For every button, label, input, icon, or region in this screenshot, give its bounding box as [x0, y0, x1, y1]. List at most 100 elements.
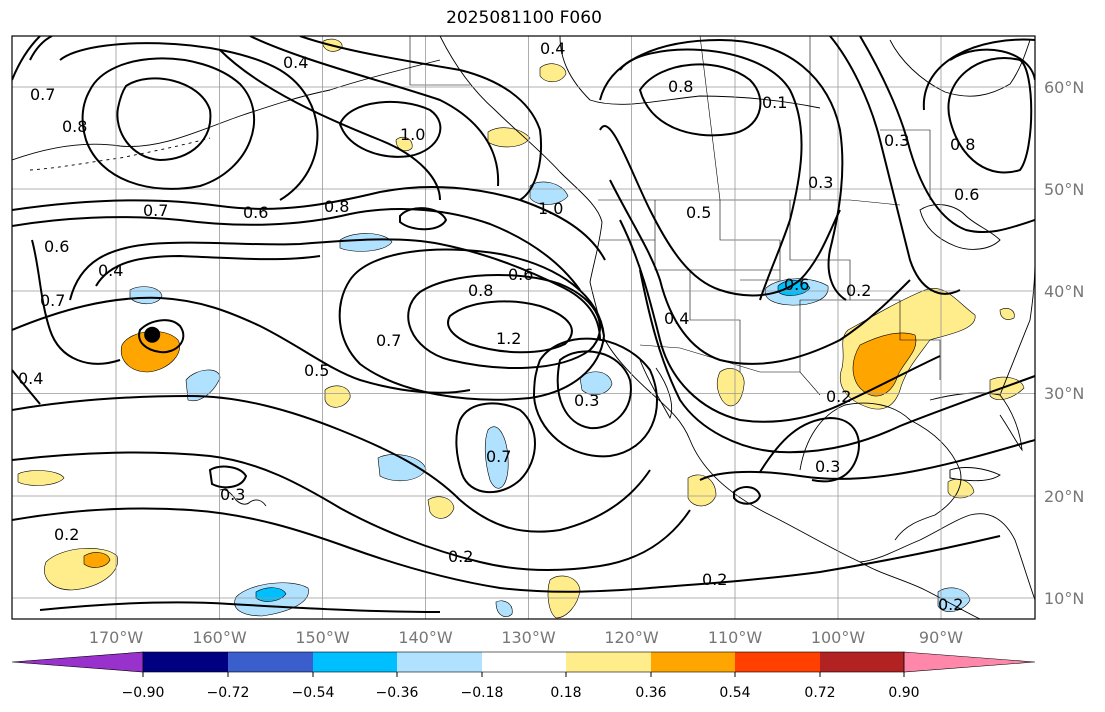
lon-tick-label: 140°W	[398, 628, 453, 647]
map-plot-area: 0.4 0.7 0.8 1.0 0.6 0.7 0.8 0.6 0.4 0.7 …	[12, 36, 1035, 619]
lon-tick-label: 120°W	[604, 628, 659, 647]
shade-blob	[777, 279, 811, 296]
contour-label: 0.1	[762, 93, 787, 112]
contour-label: 0.2	[846, 281, 871, 300]
contour-line	[59, 42, 319, 201]
colorbar-label: −0.18	[461, 685, 504, 701]
contour-line	[556, 350, 632, 430]
contour-label: 0.5	[304, 361, 329, 380]
lon-tick-labels: 170°W 160°W 150°W 140°W 130°W 120°W 110°…	[89, 628, 963, 647]
colorbar-extend-left	[11, 651, 144, 673]
contour-line	[599, 125, 841, 297]
contour-label: 0.3	[808, 173, 833, 192]
colorbar-label: −0.72	[207, 685, 250, 701]
contour-line	[138, 319, 185, 354]
shade-blob	[185, 369, 221, 402]
contour-label: 0.5	[686, 203, 711, 222]
contour-label: 0.2	[448, 547, 473, 566]
colorbar-segment	[482, 652, 566, 672]
shade-blob	[999, 308, 1015, 320]
location-marker	[144, 326, 161, 343]
contour-label: 1.2	[496, 329, 521, 348]
colorbar-label: −0.90	[122, 685, 165, 701]
florida-coast	[929, 392, 1023, 452]
colorbar-extend-right	[903, 651, 1036, 673]
contour-label: 0.8	[668, 77, 693, 96]
hudson-bay	[889, 39, 1031, 97]
contour-label: 0.3	[574, 391, 599, 410]
contour-line	[29, 36, 53, 61]
contour-label: 0.2	[826, 387, 851, 406]
contour-line	[12, 185, 606, 261]
colorbar: −0.90 −0.72 −0.54 −0.36 −0.18 0.18 0.36 …	[11, 651, 1036, 701]
colorbar-labels: −0.90 −0.72 −0.54 −0.36 −0.18 0.18 0.36 …	[122, 685, 920, 701]
contour-line	[447, 300, 573, 354]
shade-blob	[17, 470, 65, 486]
hawaii	[219, 489, 267, 507]
contour-line	[619, 48, 803, 301]
contour-label: 0.4	[98, 261, 123, 280]
gulf-of-mexico-coast	[799, 402, 962, 541]
contour-label: 0.4	[283, 53, 308, 72]
shade-blob	[484, 426, 509, 489]
contour-line	[12, 208, 581, 291]
colorbar-label: −0.54	[292, 685, 335, 701]
colorbar-label: 0.36	[635, 685, 666, 701]
plot-frame	[11, 35, 1036, 620]
contour-line	[599, 38, 847, 301]
contour-line	[299, 36, 542, 201]
contour-line	[699, 439, 1035, 481]
aleutians	[29, 137, 211, 171]
lon-tick-label: 170°W	[89, 628, 144, 647]
contour-label: 1.0	[538, 199, 563, 218]
colorbar-label: 0.18	[550, 685, 581, 701]
shade-blob	[852, 332, 917, 397]
lon-tick-label: 130°W	[501, 628, 556, 647]
contour-line	[81, 57, 256, 190]
lat-tick-label: 40°N	[1044, 282, 1084, 301]
contour-line	[219, 49, 441, 201]
contour-line	[12, 394, 651, 533]
lat-tick-label: 60°N	[1044, 78, 1084, 97]
lat-tick-label: 30°N	[1044, 384, 1084, 403]
contour-line	[12, 36, 41, 81]
colorbar-label: −0.36	[376, 685, 419, 701]
contour-line	[399, 207, 448, 231]
contour-label: 0.4	[18, 369, 43, 388]
colorbar-label: 0.72	[804, 685, 835, 701]
shade-blob	[339, 233, 393, 252]
lat-tick-labels: 10°N 20°N 30°N 40°N 50°N 60°N	[1044, 78, 1084, 608]
contour-line	[609, 179, 911, 365]
lat-tick-label: 20°N	[1044, 487, 1084, 506]
contour-line	[859, 36, 1035, 234]
lon-tick-label: 150°W	[295, 628, 350, 647]
colorbar-segment	[228, 652, 313, 672]
contour-label-group: 0.4 0.7 0.8 1.0 0.6 0.7 0.8 0.6 0.4 0.7 …	[18, 39, 979, 614]
contour-label: 0.2	[938, 595, 963, 614]
canada-province	[699, 36, 721, 201]
coastlines	[12, 36, 1035, 619]
contour-label: 0.8	[468, 281, 493, 300]
colorbar-segment	[566, 652, 651, 672]
contour-label: 0.3	[815, 457, 840, 476]
lon-tick-label: 90°W	[919, 628, 963, 647]
contour-label: 1.0	[400, 125, 425, 144]
great-lakes	[919, 204, 1001, 250]
state-line	[850, 299, 941, 380]
shade-blob	[547, 575, 581, 619]
contour-line	[12, 369, 41, 405]
contour-line	[12, 296, 471, 394]
contour-line	[947, 57, 1033, 174]
contour-label: 0.6	[954, 185, 979, 204]
shade-blob	[324, 385, 351, 408]
contour-line	[12, 507, 1001, 593]
contour-line	[922, 38, 1035, 111]
colorbar-label: 0.54	[719, 685, 750, 701]
shade-blob	[427, 496, 455, 519]
canada-province	[880, 129, 931, 200]
state-borders	[409, 36, 941, 396]
contour-line	[619, 219, 941, 423]
contour-label: 0.7	[30, 85, 55, 104]
shade-blob	[687, 474, 717, 507]
